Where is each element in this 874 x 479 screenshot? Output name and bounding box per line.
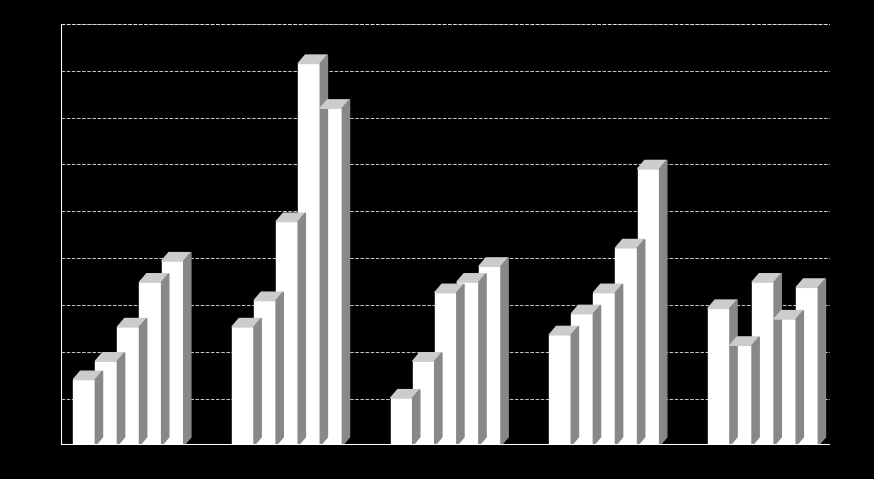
Polygon shape xyxy=(637,160,667,169)
Polygon shape xyxy=(254,319,261,445)
Polygon shape xyxy=(162,252,191,261)
Polygon shape xyxy=(752,274,781,282)
Polygon shape xyxy=(95,371,102,445)
Polygon shape xyxy=(479,266,501,445)
Polygon shape xyxy=(637,169,660,445)
Polygon shape xyxy=(95,353,125,361)
Polygon shape xyxy=(457,284,464,445)
Polygon shape xyxy=(818,279,825,445)
Polygon shape xyxy=(298,213,305,445)
Polygon shape xyxy=(549,335,572,445)
Polygon shape xyxy=(117,353,125,445)
Polygon shape xyxy=(434,293,457,445)
Polygon shape xyxy=(752,282,774,445)
Polygon shape xyxy=(457,282,479,445)
Polygon shape xyxy=(73,379,95,445)
Polygon shape xyxy=(276,292,283,445)
Polygon shape xyxy=(162,261,184,445)
Polygon shape xyxy=(572,305,600,314)
Polygon shape xyxy=(615,240,645,248)
Polygon shape xyxy=(708,308,730,445)
Polygon shape xyxy=(796,279,825,287)
Polygon shape xyxy=(774,310,803,319)
Polygon shape xyxy=(660,160,667,445)
Polygon shape xyxy=(615,248,637,445)
Polygon shape xyxy=(343,100,350,445)
Polygon shape xyxy=(572,314,593,445)
Polygon shape xyxy=(413,353,442,361)
Polygon shape xyxy=(593,293,615,445)
Polygon shape xyxy=(730,300,737,445)
Polygon shape xyxy=(730,345,752,445)
Polygon shape xyxy=(140,274,169,282)
Polygon shape xyxy=(434,353,442,445)
Polygon shape xyxy=(95,361,117,445)
Polygon shape xyxy=(501,258,508,445)
Polygon shape xyxy=(298,55,328,64)
Polygon shape xyxy=(413,389,420,445)
Polygon shape xyxy=(232,319,261,327)
Polygon shape xyxy=(774,319,796,445)
Polygon shape xyxy=(298,64,320,445)
Polygon shape xyxy=(391,398,413,445)
Polygon shape xyxy=(593,305,600,445)
Polygon shape xyxy=(549,326,579,335)
Polygon shape xyxy=(162,274,169,445)
Polygon shape xyxy=(752,337,760,445)
Polygon shape xyxy=(320,100,350,108)
Polygon shape xyxy=(254,292,283,301)
Polygon shape xyxy=(413,361,434,445)
Polygon shape xyxy=(73,371,102,379)
Polygon shape xyxy=(593,284,622,293)
Polygon shape xyxy=(232,327,254,445)
Polygon shape xyxy=(140,319,147,445)
Polygon shape xyxy=(391,389,420,398)
Polygon shape xyxy=(276,213,305,222)
Polygon shape xyxy=(796,310,803,445)
Polygon shape xyxy=(457,274,486,282)
Polygon shape xyxy=(479,258,508,266)
Polygon shape xyxy=(774,274,781,445)
Polygon shape xyxy=(434,284,464,293)
Polygon shape xyxy=(117,327,140,445)
Polygon shape xyxy=(276,222,298,445)
Polygon shape xyxy=(796,287,818,445)
Polygon shape xyxy=(254,301,276,445)
Polygon shape xyxy=(572,326,579,445)
Polygon shape xyxy=(708,300,737,308)
Polygon shape xyxy=(140,282,162,445)
Polygon shape xyxy=(730,337,760,345)
Polygon shape xyxy=(615,284,622,445)
Polygon shape xyxy=(320,108,343,445)
Polygon shape xyxy=(479,274,486,445)
Polygon shape xyxy=(637,240,645,445)
Polygon shape xyxy=(184,252,191,445)
Polygon shape xyxy=(117,319,147,327)
Polygon shape xyxy=(320,55,328,445)
